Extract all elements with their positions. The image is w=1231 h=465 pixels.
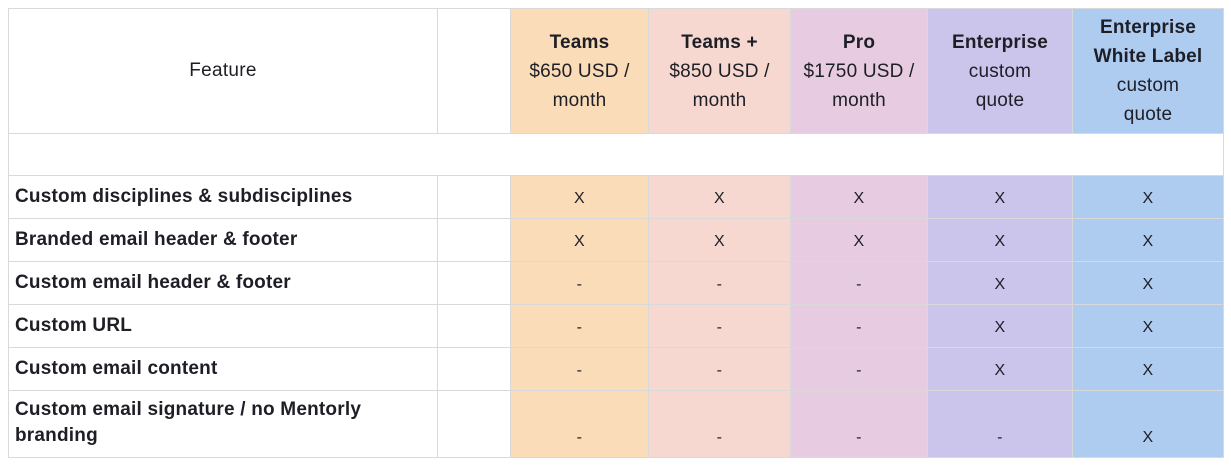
plan-name: Pro (842, 31, 876, 53)
plan-price: custom (1116, 75, 1180, 96)
cell-mark: - (790, 261, 928, 305)
plan-price: $1750 USD / (803, 60, 915, 82)
plan-header-enterprise-white-label: Enterprise White Label custom quote (1072, 8, 1224, 134)
cell-mark: X (1072, 390, 1224, 458)
cell-mark: - (648, 261, 791, 305)
cell-mark: X (510, 175, 649, 219)
plan-name: Enterprise White Label (1093, 17, 1203, 67)
cell-mark: X (1072, 218, 1224, 262)
table-header-row: Feature Teams $650 USD / month Teams + $… (8, 8, 1224, 134)
plan-name: Teams (549, 31, 610, 53)
table-row: Custom email header & footer - - - X X (8, 261, 1224, 305)
spacer-cell (437, 261, 511, 305)
plan-price: custom (968, 60, 1032, 82)
table-row: Custom email content - - - X X (8, 347, 1224, 391)
table-row: Branded email header & footer X X X X X (8, 218, 1224, 262)
cell-mark: X (1072, 304, 1224, 348)
cell-mark: - (790, 347, 928, 391)
plan-price: $650 USD / (529, 60, 630, 82)
table-row: Custom disciplines & subdisciplines X X … (8, 175, 1224, 219)
spacer-cell (437, 304, 511, 348)
cell-mark: - (927, 390, 1073, 458)
cell-mark: X (1072, 347, 1224, 391)
cell-mark: X (927, 261, 1073, 305)
plan-header-enterprise: Enterprise custom quote (927, 8, 1073, 134)
cell-mark: - (648, 304, 791, 348)
cell-mark: X (790, 218, 928, 262)
feature-label: Branded email header & footer (8, 218, 438, 262)
plan-price: month (552, 89, 607, 111)
plan-header-pro: Pro $1750 USD / month (790, 8, 928, 134)
blank-separator-row (8, 133, 1224, 176)
pricing-table-container: Feature Teams $650 USD / month Teams + $… (8, 8, 1224, 458)
cell-mark: - (648, 390, 791, 458)
cell-mark: - (790, 390, 928, 458)
cell-mark: X (927, 347, 1073, 391)
feature-label: Custom email content (8, 347, 438, 391)
cell-mark: - (510, 261, 649, 305)
table-row: Custom URL - - - X X (8, 304, 1224, 348)
plan-price: quote (1123, 104, 1173, 125)
feature-label: Custom disciplines & subdisciplines (8, 175, 438, 219)
plan-header-teams-plus: Teams + $850 USD / month (648, 8, 791, 134)
cell-mark: - (648, 347, 791, 391)
cell-mark: X (648, 175, 791, 219)
plan-name: Teams + (681, 31, 758, 53)
plan-price: $850 USD / (669, 60, 770, 82)
cell-mark: X (1072, 175, 1224, 219)
feature-label: Custom URL (8, 304, 438, 348)
plan-price: quote (975, 89, 1025, 111)
spacer-cell (437, 347, 511, 391)
pricing-comparison-table: Feature Teams $650 USD / month Teams + $… (8, 8, 1224, 458)
feature-label: Custom email header & footer (8, 261, 438, 305)
plan-name: Enterprise (952, 31, 1048, 53)
cell-mark: - (790, 304, 928, 348)
blank-separator-cell (8, 133, 1224, 176)
feature-label: Custom email signature / no Mentorly bra… (8, 390, 438, 458)
cell-mark: - (510, 390, 649, 458)
cell-mark: - (510, 304, 649, 348)
cell-mark: X (927, 218, 1073, 262)
cell-mark: X (648, 218, 791, 262)
cell-mark: X (927, 175, 1073, 219)
plan-price: month (832, 89, 886, 111)
cell-mark: X (1072, 261, 1224, 305)
table-row: Custom email signature / no Mentorly bra… (8, 390, 1224, 458)
spacer-cell (437, 175, 511, 219)
plan-header-teams: Teams $650 USD / month (510, 8, 649, 134)
cell-mark: X (927, 304, 1073, 348)
spacer-cell (437, 390, 511, 458)
spacer-header-cell (437, 8, 511, 134)
cell-mark: - (510, 347, 649, 391)
plan-price: month (692, 89, 747, 111)
spacer-cell (437, 218, 511, 262)
feature-column-header: Feature (8, 8, 438, 134)
cell-mark: X (790, 175, 928, 219)
cell-mark: X (510, 218, 649, 262)
